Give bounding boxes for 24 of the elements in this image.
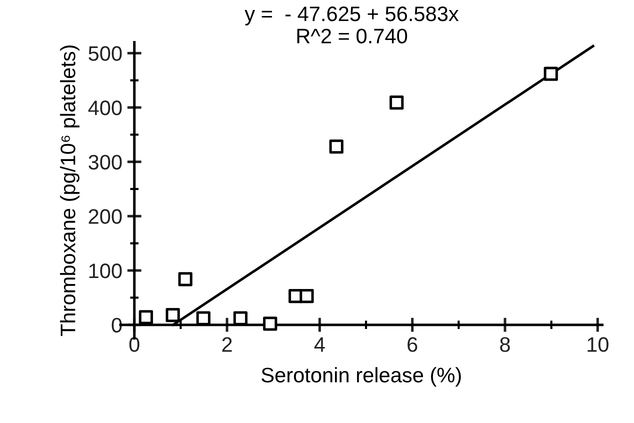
x-tick-label: 8 — [500, 337, 510, 352]
point — [138, 310, 153, 324]
point — [166, 308, 180, 322]
point — [544, 66, 558, 81]
point — [196, 311, 210, 326]
point — [390, 96, 404, 110]
point — [263, 316, 278, 331]
point — [300, 288, 314, 304]
y-tick-label: 500 — [88, 46, 122, 61]
annotation: R^2 = 0.740 — [297, 28, 408, 44]
x-tick-label: 6 — [408, 337, 418, 352]
x-tick-label: 10 — [588, 337, 608, 352]
y-tick-label: 400 — [88, 100, 122, 116]
x-tick-label: 2 — [222, 337, 232, 352]
point — [329, 140, 344, 154]
text: y = - 47.625 + 56.583x — [244, 6, 459, 26]
x-axis-title: Serotonin release (%) — [262, 367, 461, 387]
y-tick-label: 300 — [88, 154, 122, 170]
y-tick-label: 100 — [89, 263, 122, 278]
point — [233, 311, 248, 326]
y-tick-label: 200 — [88, 209, 122, 224]
x-tick-label: 4 — [314, 337, 325, 352]
point — [178, 272, 192, 286]
y-axis-title: Thromboxane (pg/10⁶ platelets) — [60, 45, 80, 336]
